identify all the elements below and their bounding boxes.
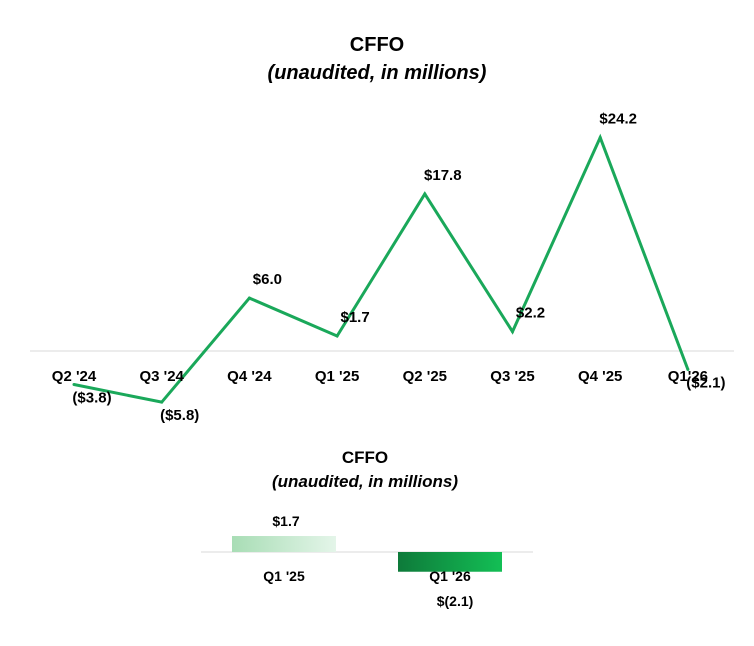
bar-chart-title: CFFO — [341, 448, 389, 467]
data-point — [598, 136, 602, 140]
x-tick-label: Q2 '24 — [52, 368, 97, 385]
data-point — [72, 383, 76, 387]
data-label: ($3.8) — [72, 390, 111, 407]
data-point — [160, 400, 164, 404]
x-tick-label: Q3 '24 — [139, 368, 184, 385]
cffo-bar — [398, 552, 502, 572]
data-label: $24.2 — [599, 111, 637, 128]
line-chart-title: CFFO — [349, 34, 405, 56]
x-tick-label: Q1 '25 — [263, 568, 305, 584]
x-tick-label: Q1'26 — [668, 368, 708, 385]
data-point — [335, 334, 339, 338]
data-label: $1.7 — [272, 513, 299, 529]
x-tick-label: Q4 '24 — [227, 368, 272, 385]
data-label: $(2.1) — [437, 593, 474, 609]
x-tick-label: Q2 '25 — [403, 368, 447, 385]
data-label: $2.2 — [516, 305, 545, 322]
data-point — [247, 296, 251, 300]
x-tick-label: Q4 '25 — [578, 368, 622, 385]
data-label: $17.8 — [424, 167, 462, 184]
data-label: ($2.1) — [686, 375, 725, 392]
x-tick-label: Q3 '25 — [490, 368, 534, 385]
data-label: $1.7 — [340, 309, 369, 326]
bar-chart-subtitle: (unaudited, in millions) — [271, 472, 459, 491]
data-label: $6.0 — [253, 271, 282, 288]
data-point — [686, 368, 690, 372]
cffo-bar — [232, 536, 336, 552]
x-tick-label: Q1 '26 — [429, 568, 471, 584]
cffo-series-line — [73, 133, 690, 404]
data-point — [423, 192, 427, 196]
line-chart-subtitle: (unaudited, in millions) — [267, 62, 487, 84]
data-point — [511, 330, 514, 334]
x-tick-label: Q1 '25 — [315, 368, 359, 385]
data-label: ($5.8) — [160, 407, 199, 424]
